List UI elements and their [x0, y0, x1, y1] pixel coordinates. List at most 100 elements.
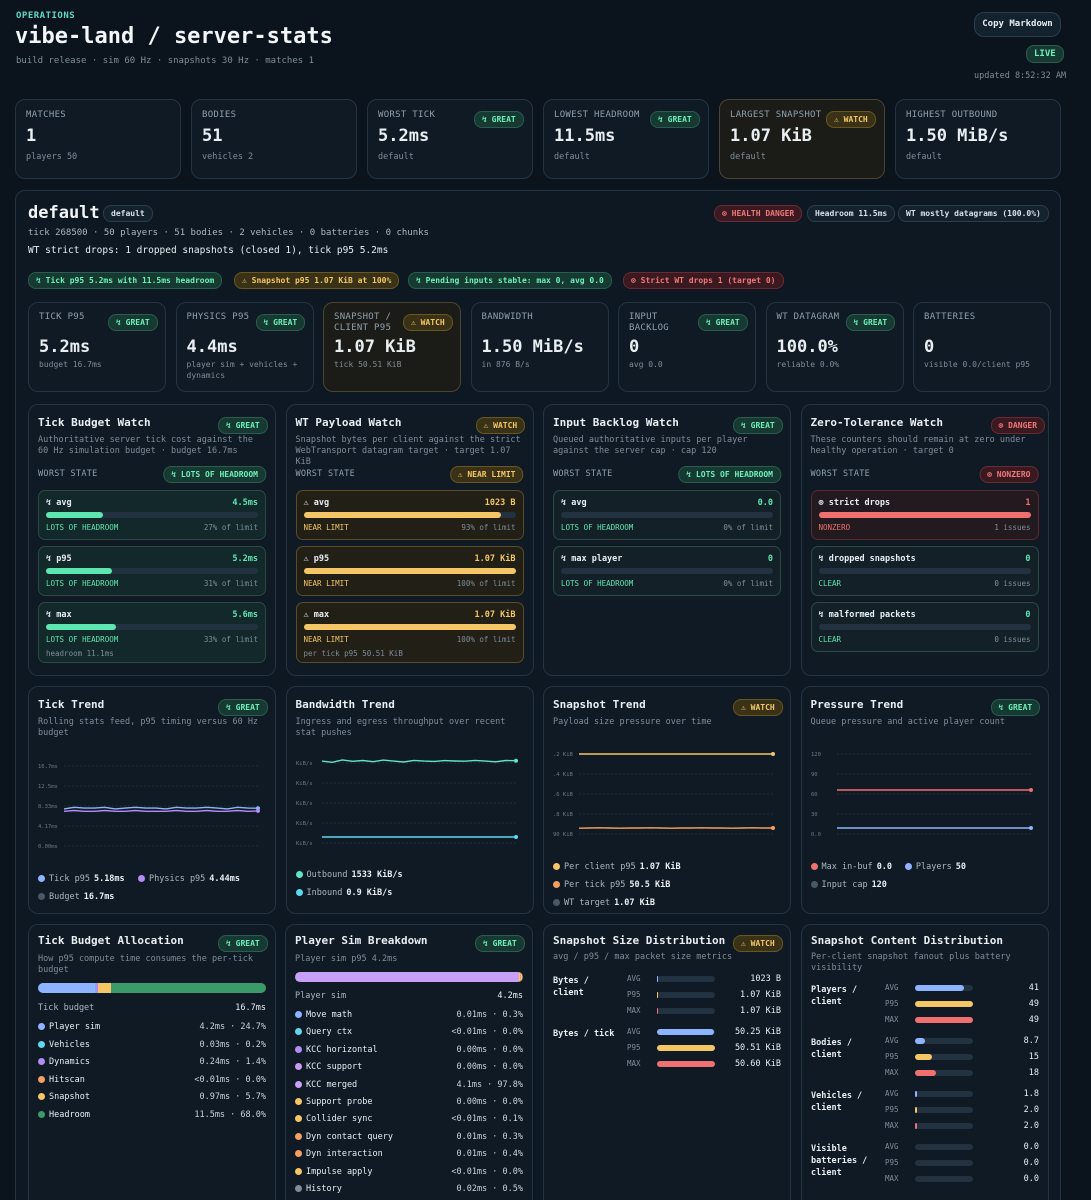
legend-swatch: [553, 863, 560, 870]
watch-row-pct: 31% of limit: [203, 579, 258, 588]
series-end-point: [513, 835, 518, 839]
breakdown-value: 4.1ms · 97.8%: [456, 1079, 523, 1090]
kpi-sub: default: [554, 152, 590, 162]
breakdown-value: <0.01ms · 0.0%: [194, 1074, 266, 1085]
sizes-title: Snapshot Size Distribution: [553, 934, 726, 947]
sim-card: [285, 924, 533, 1200]
watch-row-value: 1023 B: [484, 498, 516, 508]
dist-row-value: 49: [1028, 1015, 1039, 1025]
stack-segment: [111, 983, 266, 993]
watch-desc: These counters should remain at zero und…: [810, 435, 1026, 456]
legend-value: 50.5 KiB: [629, 880, 671, 890]
y-tick-label: 4.17ms: [38, 824, 58, 830]
dist-row-value: 8.7: [1023, 1036, 1039, 1046]
copy-markdown-button[interactable]: Copy Markdown: [974, 12, 1061, 37]
breakdown-value: 0.03ms · 0.2%: [199, 1039, 266, 1050]
dist-row-fill: [915, 1070, 936, 1076]
headroom-badge: Headroom 11.5ms: [807, 205, 896, 222]
stat-value: 1.07 KiB: [334, 337, 416, 357]
watch-row-pct: 0% of limit: [723, 579, 773, 588]
y-tick-label: 8.33ms: [38, 804, 58, 810]
breakdown-name: Hitscan: [49, 1074, 85, 1085]
breakdown-value: <0.01ms · 0.0%: [451, 1027, 523, 1038]
watch-row-state: LOTS OF HEADROOM: [46, 635, 119, 644]
dist-row-key: AVG: [885, 1089, 899, 1098]
legend-swatch: [810, 881, 818, 888]
breakdown-item: KCC support: [295, 1062, 362, 1072]
breakdown-name: Dyn contact query: [306, 1131, 393, 1142]
trend-desc: Queue pressure and active player count: [810, 717, 1005, 727]
stat-label: PHYSICS P95: [186, 312, 250, 322]
legend-item: Max in-buf 0.0: [810, 862, 893, 872]
y-tick-label: 0.00ms: [38, 844, 58, 850]
dist-row-value: 15: [1028, 1052, 1039, 1062]
watch-row-fill: [303, 624, 516, 630]
stack-segment: [296, 972, 520, 982]
legend-name: Per tick p95: [564, 880, 626, 890]
y-tick-label: .6 KiB: [553, 792, 574, 798]
breakdown-name: Dyn interaction: [306, 1149, 383, 1160]
breakdown-swatch: [295, 1098, 302, 1105]
watch-row-pct: 33% of limit: [203, 635, 258, 644]
breakdown-name: Query ctx: [306, 1027, 353, 1038]
trend-badge: ⚠ WATCH: [733, 699, 783, 716]
dist-row-bar: [915, 1017, 973, 1023]
kpi-label: MATCHES: [26, 110, 67, 120]
match-name: default: [28, 203, 100, 223]
legend-name: Max in-buf: [821, 862, 873, 872]
trend-title: Pressure Trend: [810, 698, 904, 711]
dist-group-name: Players / client: [811, 985, 858, 1007]
kpi-label: LARGEST SNAPSHOT: [730, 110, 822, 120]
watch-title: Tick Budget Watch: [38, 416, 151, 429]
stat-label: TICK P95: [39, 312, 85, 322]
watch-row-bar: [818, 512, 1031, 518]
watch-row-fill: [303, 568, 516, 574]
stack-segment: [520, 972, 522, 982]
eyebrow: OPERATIONS: [16, 11, 76, 21]
watch-row-bar: [303, 512, 516, 518]
dist-row-fill: [657, 992, 659, 998]
legend-name: Physics p95: [149, 874, 206, 884]
stat-sub: tick 50.51 KiB: [334, 360, 402, 369]
kpi-value: 1.07 KiB: [730, 126, 812, 146]
watch-row-name: ↯ dropped snapshots: [818, 554, 916, 564]
breakdown-item: Impulse apply: [295, 1167, 373, 1177]
watch-badge: ↯ GREAT: [218, 417, 268, 434]
legend-name: Tick p95: [49, 874, 90, 884]
breakdown-name: KCC support: [306, 1062, 363, 1073]
worst-state-label: WORST STATE: [553, 469, 613, 479]
dist-row-key: AVG: [627, 1027, 641, 1036]
dist-row-bar: [657, 976, 715, 982]
breakdown-value: 4.2ms · 24.7%: [199, 1022, 266, 1032]
breakdown-swatch: [295, 1045, 302, 1053]
breakdown-value: 0.00ms · 0.0%: [456, 1062, 523, 1073]
stat-sub: reliable 0.0%: [776, 360, 840, 369]
legend-item: Outbound 1533 KiB/s: [295, 870, 403, 880]
breakdown-item: Headroom: [38, 1110, 90, 1120]
kpi-value: 51: [202, 126, 223, 146]
dist-row-fill: [915, 1038, 925, 1044]
page-meta: build release · sim 60 Hz · snapshots 30…: [16, 56, 315, 66]
legend-value: 0.0: [876, 862, 893, 872]
breakdown-swatch: [295, 1167, 302, 1175]
watch-badge: ↯ GREAT: [733, 417, 783, 434]
dist-row-bar: [915, 1123, 973, 1129]
dist-row-value: 18: [1028, 1068, 1039, 1078]
dist-row-value: 2.0: [1023, 1121, 1039, 1131]
stat-sub: visible 0.0/client p95: [924, 360, 1030, 369]
dist-row-fill: [915, 1091, 918, 1097]
trend-card: [800, 686, 1049, 914]
alloc-total-label: Tick budget: [38, 1003, 95, 1013]
kpi-badge: ⚠ WATCH: [826, 111, 876, 128]
series-end-point: [1028, 826, 1033, 830]
dist-row-key: MAX: [627, 1006, 641, 1015]
dist-row-fill: [915, 1017, 973, 1023]
dist-row-value: 2.0: [1023, 1105, 1039, 1115]
dist-row-key: MAX: [885, 1121, 899, 1130]
watch-title: Zero-Tolerance Watch: [810, 416, 943, 429]
watch-row-name: ↯ max: [46, 610, 72, 620]
watch-row-pct: 100% of limit: [456, 635, 516, 644]
legend-item: Budget 16.7ms: [38, 892, 114, 902]
content-desc: Per-client snapshot fanout plus battery …: [811, 952, 1011, 973]
sizes-desc: avg / p95 / max packet size metrics: [553, 952, 733, 962]
